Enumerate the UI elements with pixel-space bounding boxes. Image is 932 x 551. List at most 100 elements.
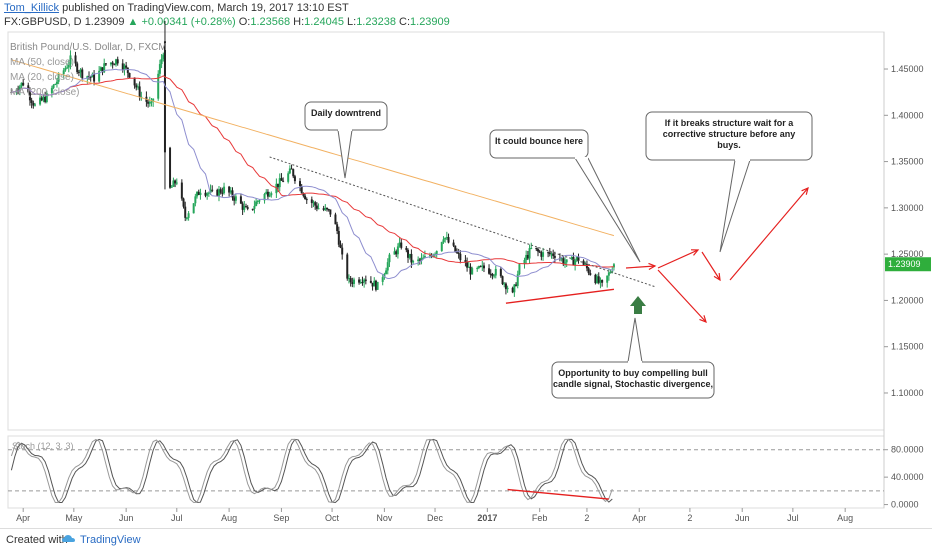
stoch-k-line bbox=[10, 438, 613, 504]
candles-group bbox=[10, 20, 615, 297]
candle-body bbox=[373, 280, 376, 287]
stoch-d-line bbox=[10, 438, 613, 504]
candle-body bbox=[612, 264, 615, 268]
last-price-label: 1.23909 bbox=[888, 259, 921, 269]
candle-body bbox=[535, 247, 538, 250]
candle-body bbox=[310, 199, 313, 203]
candle-body bbox=[542, 252, 545, 257]
candle-body bbox=[518, 264, 521, 275]
candle-body bbox=[184, 206, 187, 218]
candle-body bbox=[515, 284, 518, 286]
candle-body bbox=[420, 257, 423, 261]
tradingview-brand: TradingView bbox=[80, 534, 141, 546]
y-tick-label: 1.10000 bbox=[891, 388, 924, 398]
x-tick-label: Dec bbox=[427, 513, 444, 523]
candle-body bbox=[30, 100, 33, 103]
candle-body bbox=[138, 86, 141, 97]
candle-body bbox=[341, 247, 344, 255]
stoch-tick-label: 40.0000 bbox=[891, 472, 924, 482]
candle-body bbox=[150, 101, 153, 103]
candle-body bbox=[44, 96, 47, 103]
callout-bounce-pointer bbox=[574, 157, 641, 263]
candle-body bbox=[57, 74, 60, 82]
candle-body bbox=[158, 64, 161, 74]
close-label: C: bbox=[399, 16, 411, 28]
y-tick-label: 1.30000 bbox=[891, 203, 924, 213]
price-chart[interactable]: 1.45000 1.40000 1.35000 1.30000 1.25000 1.200… bbox=[0, 0, 932, 528]
y-tick-label: 1.15000 bbox=[891, 342, 924, 352]
candle-body bbox=[422, 257, 425, 259]
candle-body bbox=[440, 242, 443, 251]
cloud-icon bbox=[62, 534, 76, 543]
candle-body bbox=[74, 55, 77, 64]
candle-body bbox=[10, 92, 13, 94]
candle-body bbox=[170, 186, 173, 188]
candle-body bbox=[288, 168, 291, 174]
support-line bbox=[505, 288, 615, 304]
candle-body bbox=[280, 178, 283, 181]
candle-body bbox=[457, 252, 460, 254]
callout-opportunity-text: Opportunity to buy compelling bull bbox=[558, 368, 708, 378]
candle-body bbox=[52, 84, 55, 88]
x-tick-label: Sep bbox=[273, 513, 289, 523]
candle-body bbox=[174, 180, 177, 184]
low-value: 1.23238 bbox=[356, 16, 396, 28]
candle-body bbox=[228, 186, 231, 193]
y-tick-label: 1.25000 bbox=[891, 249, 924, 259]
candle-body bbox=[553, 256, 556, 258]
candle-body bbox=[459, 253, 462, 261]
tradingview-logo[interactable]: TradingView bbox=[62, 534, 141, 546]
candle-body bbox=[428, 255, 431, 257]
candle-body bbox=[353, 279, 356, 284]
candle-body bbox=[34, 104, 37, 106]
callout-bounce: It could bounce here bbox=[489, 129, 641, 263]
candle-body bbox=[493, 275, 496, 277]
candle-body bbox=[336, 224, 339, 232]
arrow-down-1 bbox=[657, 269, 707, 323]
candle-body bbox=[157, 73, 160, 99]
candle-body bbox=[575, 257, 578, 261]
candle-body bbox=[172, 180, 175, 187]
candle-body bbox=[89, 76, 92, 78]
candle-body bbox=[111, 62, 114, 65]
candle-body bbox=[477, 266, 480, 269]
candle-body bbox=[39, 97, 42, 105]
candle-body bbox=[511, 287, 514, 293]
candle-body bbox=[347, 278, 350, 280]
legend-stoch: Stoch (12, 3, 3) bbox=[12, 441, 74, 451]
y-tick-label: 1.35000 bbox=[891, 157, 924, 167]
stoch-divergence-line bbox=[507, 488, 609, 500]
candle-body bbox=[207, 192, 210, 194]
candle-body bbox=[574, 260, 577, 266]
candle-body bbox=[187, 213, 190, 218]
candle-body bbox=[104, 63, 107, 65]
candle-body bbox=[185, 217, 188, 219]
candle-body bbox=[334, 214, 337, 225]
candle-body bbox=[599, 280, 602, 283]
candle-body bbox=[20, 82, 23, 87]
candle-body bbox=[258, 200, 261, 202]
candle-body bbox=[358, 279, 361, 283]
x-tick-label: 2 bbox=[687, 513, 692, 523]
candle-body bbox=[587, 268, 590, 274]
candle-body bbox=[282, 180, 285, 182]
candle-body bbox=[417, 259, 420, 261]
candle-body bbox=[408, 253, 411, 258]
candle-body bbox=[162, 54, 165, 59]
candle-body bbox=[315, 205, 318, 209]
candle-body bbox=[62, 70, 65, 75]
created-with-text: Created with bbox=[6, 534, 68, 546]
candle-body bbox=[69, 55, 72, 65]
high-value: 1.24045 bbox=[304, 16, 344, 28]
x-tick-label: 2 bbox=[584, 513, 589, 523]
candle-body bbox=[160, 58, 163, 65]
candle-body bbox=[192, 203, 195, 214]
y-tick-label: 1.40000 bbox=[891, 110, 924, 120]
candle-body bbox=[322, 208, 325, 210]
candle-body bbox=[234, 196, 237, 201]
candle-body bbox=[317, 208, 320, 210]
callout-structure: If it breaks structure wait for acorrect… bbox=[645, 111, 813, 253]
author-link[interactable]: Tom_Killick bbox=[4, 2, 60, 14]
candle-body bbox=[304, 195, 307, 200]
candle-body bbox=[398, 242, 401, 247]
